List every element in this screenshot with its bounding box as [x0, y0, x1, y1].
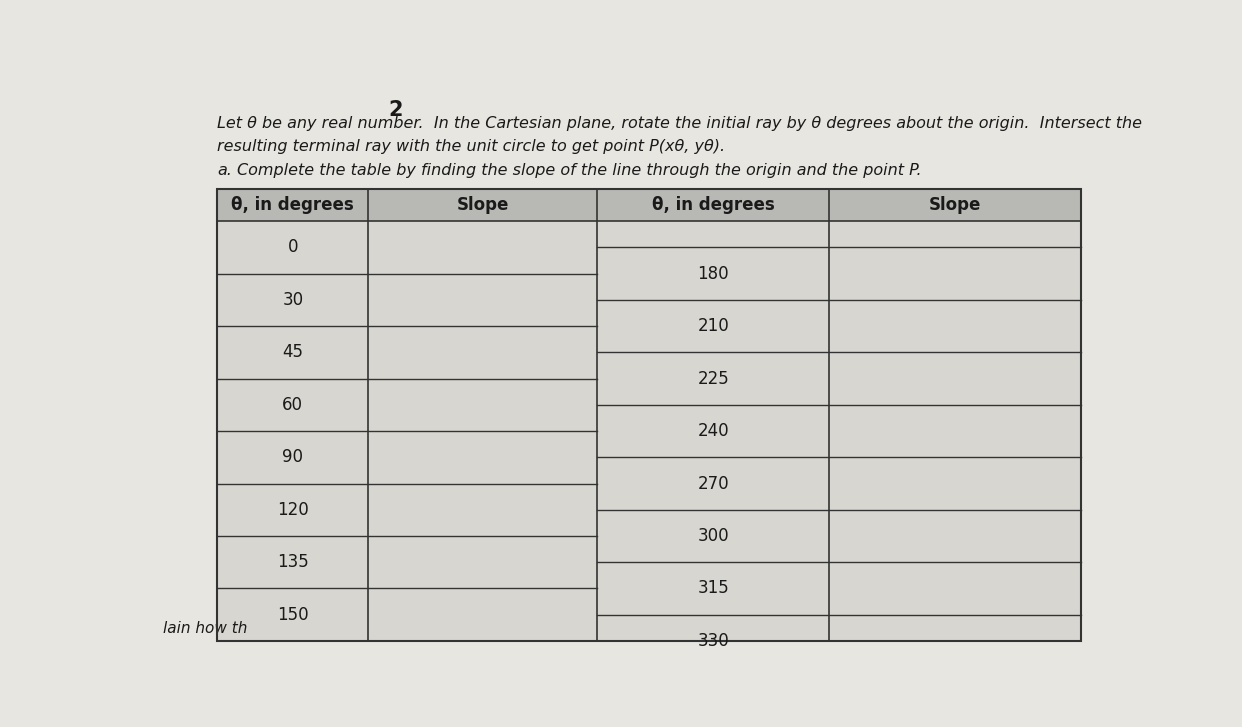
Text: 135: 135: [277, 553, 309, 571]
Text: a.: a.: [217, 164, 232, 178]
Bar: [217, 379, 1082, 431]
Bar: [217, 189, 1082, 221]
Bar: [217, 588, 1082, 641]
Text: 210: 210: [697, 317, 729, 335]
Text: 120: 120: [277, 501, 309, 519]
Text: 150: 150: [277, 606, 308, 624]
Text: 0: 0: [288, 238, 298, 257]
Bar: [217, 431, 1082, 483]
Text: θ, in degrees: θ, in degrees: [652, 196, 775, 214]
Text: 240: 240: [698, 422, 729, 440]
Bar: [217, 483, 1082, 536]
Text: Complete the table by finding the slope of the line through the origin and the p: Complete the table by finding the slope …: [237, 164, 922, 178]
Bar: [217, 273, 1082, 326]
Bar: [217, 536, 1082, 588]
Text: Slope: Slope: [457, 196, 509, 214]
Text: 330: 330: [697, 632, 729, 650]
Text: 225: 225: [697, 369, 729, 387]
Text: Let θ be any real number.  In the Cartesian plane, rotate the initial ray by θ d: Let θ be any real number. In the Cartesi…: [217, 116, 1143, 131]
Bar: [217, 221, 1082, 273]
Text: lain how th: lain how th: [163, 622, 247, 636]
Text: 270: 270: [698, 475, 729, 492]
Bar: [217, 189, 1082, 641]
Text: 45: 45: [282, 343, 303, 361]
Text: Slope: Slope: [929, 196, 981, 214]
Text: 60: 60: [282, 395, 303, 414]
Text: 2: 2: [389, 100, 402, 121]
Bar: [217, 326, 1082, 379]
Text: 180: 180: [698, 265, 729, 283]
Text: 315: 315: [697, 579, 729, 598]
Text: 90: 90: [282, 449, 303, 466]
Text: θ, in degrees: θ, in degrees: [231, 196, 354, 214]
Text: 30: 30: [282, 291, 303, 309]
Text: 300: 300: [698, 527, 729, 545]
Text: resulting terminal ray with the unit circle to get point P(xθ, yθ).: resulting terminal ray with the unit cir…: [217, 139, 725, 154]
